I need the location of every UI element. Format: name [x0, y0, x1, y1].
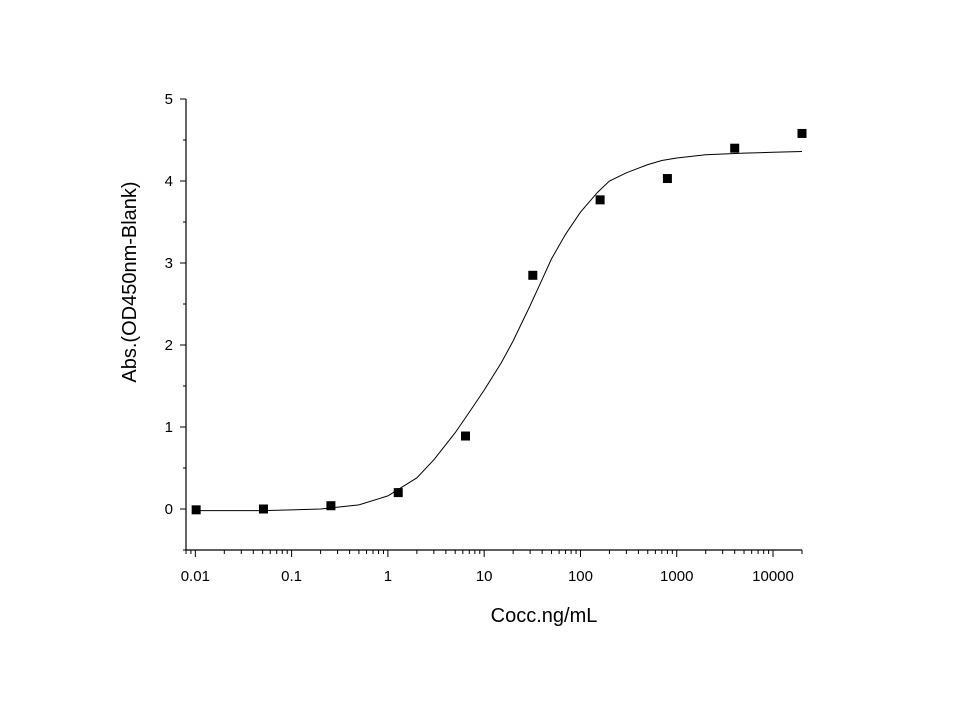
- data-point: [595, 195, 605, 205]
- y-tick-label: 1: [165, 419, 173, 436]
- data-point: [797, 128, 807, 138]
- data-point: [662, 174, 672, 184]
- x-tick-label: 100: [568, 568, 593, 585]
- y-tick-label: 0: [165, 501, 173, 518]
- fit-curve: [195, 150, 803, 512]
- y-tick-label: 5: [165, 91, 173, 108]
- x-axis-label: Cocc.ng/mL: [491, 605, 598, 627]
- x-axis-ticks: 0.01 0.1 1 10 100 1000 10000: [181, 550, 803, 585]
- data-point: [730, 143, 740, 153]
- x-tick-label: 1: [384, 568, 392, 585]
- x-tick-label: 10: [476, 568, 493, 585]
- y-tick-label: 4: [165, 173, 173, 190]
- y-axis-ticks: 0 1 2 3 4 5: [165, 91, 186, 551]
- y-axis-label: Abs.(OD450nm-Blank): [119, 181, 141, 382]
- y-tick-label: 3: [165, 255, 173, 272]
- x-tick-label: 10000: [752, 568, 794, 585]
- data-points: [191, 128, 807, 515]
- data-point: [461, 431, 471, 441]
- data-point: [326, 501, 336, 511]
- axes: [185, 99, 802, 551]
- data-point: [258, 504, 268, 514]
- data-point: [393, 488, 403, 498]
- y-tick-label: 2: [165, 337, 173, 354]
- x-tick-label: 0.1: [281, 568, 302, 585]
- data-point: [191, 505, 201, 515]
- data-point: [528, 270, 538, 280]
- x-tick-label: 1000: [660, 568, 693, 585]
- x-tick-label: 0.01: [181, 568, 210, 585]
